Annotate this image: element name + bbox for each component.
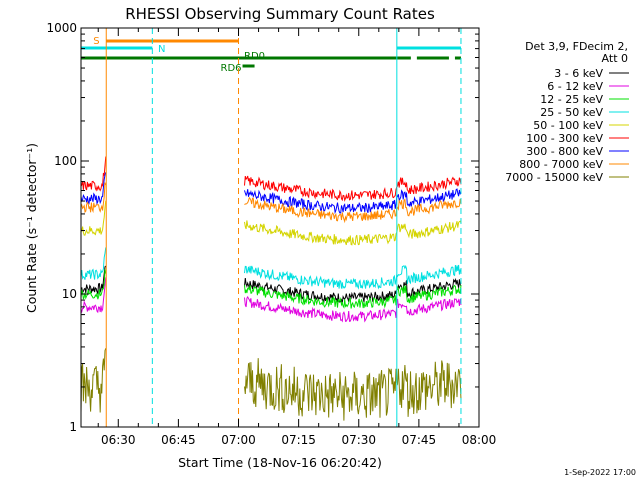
footer-timestamp: 1-Sep-2022 17:00	[564, 468, 636, 477]
series-line	[244, 220, 462, 246]
series-line	[244, 358, 462, 421]
y-tick-label: 1000	[46, 21, 77, 35]
x-tick-label: 06:45	[161, 433, 196, 447]
legend-entry-label: 25 - 50 keV	[540, 106, 603, 119]
series-line	[244, 277, 462, 304]
series-line	[244, 188, 462, 215]
series-line	[244, 284, 462, 309]
x-tick-label: 08:00	[462, 433, 497, 447]
series-line	[80, 182, 107, 214]
series-line	[244, 175, 462, 202]
event-lines	[105, 28, 462, 427]
y-tick-label: 1	[69, 420, 77, 434]
y-axis: 1 10 100 1000	[46, 21, 479, 434]
series-line	[80, 247, 107, 280]
legend-entry-label: 12 - 25 keV	[540, 93, 603, 106]
legend-entry-label: 6 - 12 keV	[547, 80, 603, 93]
flag-label: RD0	[244, 51, 265, 62]
x-axis: 06:30 06:45 07:00 07:15 07:30 07:45 08:00	[97, 28, 497, 447]
legend-entry-label: 7000 - 15000 keV	[505, 171, 603, 184]
x-tick-label: 06:30	[101, 433, 136, 447]
flag-label: N	[158, 44, 165, 55]
series-line	[80, 348, 107, 413]
chart-title: RHESSI Observing Summary Count Rates	[125, 5, 435, 23]
series-line	[80, 277, 107, 314]
flag-label: S	[93, 36, 99, 47]
x-tick-label: 07:45	[402, 433, 437, 447]
series-line	[244, 295, 462, 323]
series-lines	[80, 156, 462, 421]
legend-entry-label: 100 - 300 keV	[526, 132, 603, 145]
series-line	[244, 196, 462, 224]
legend-header: Det 3,9, FDecim 2,	[525, 40, 628, 53]
legend-entry-label: 800 - 7000 keV	[519, 158, 603, 171]
legend-header: Att 0	[602, 52, 628, 65]
legend-entry-label: 300 - 800 keV	[526, 145, 603, 158]
legend-entry-label: 50 - 100 keV	[533, 119, 603, 132]
series-line	[80, 172, 107, 206]
x-tick-label: 07:00	[221, 433, 256, 447]
plot-frame	[80, 27, 480, 428]
series-line	[80, 265, 107, 295]
x-axis-label: Start Time (18-Nov-16 06:20:42)	[178, 455, 382, 470]
x-tick-label: 07:15	[281, 433, 316, 447]
flag-label: RD6	[221, 63, 242, 74]
y-tick-label: 10	[62, 287, 77, 301]
y-tick-label: 100	[54, 154, 77, 168]
legend-entry-label: 3 - 6 keV	[554, 67, 603, 80]
series-line	[80, 156, 107, 192]
x-tick-label: 07:30	[341, 433, 376, 447]
series-line	[244, 264, 462, 290]
series-line	[80, 200, 107, 236]
y-axis-label: Count Rate (s⁻¹ detector⁻¹)	[24, 143, 39, 313]
